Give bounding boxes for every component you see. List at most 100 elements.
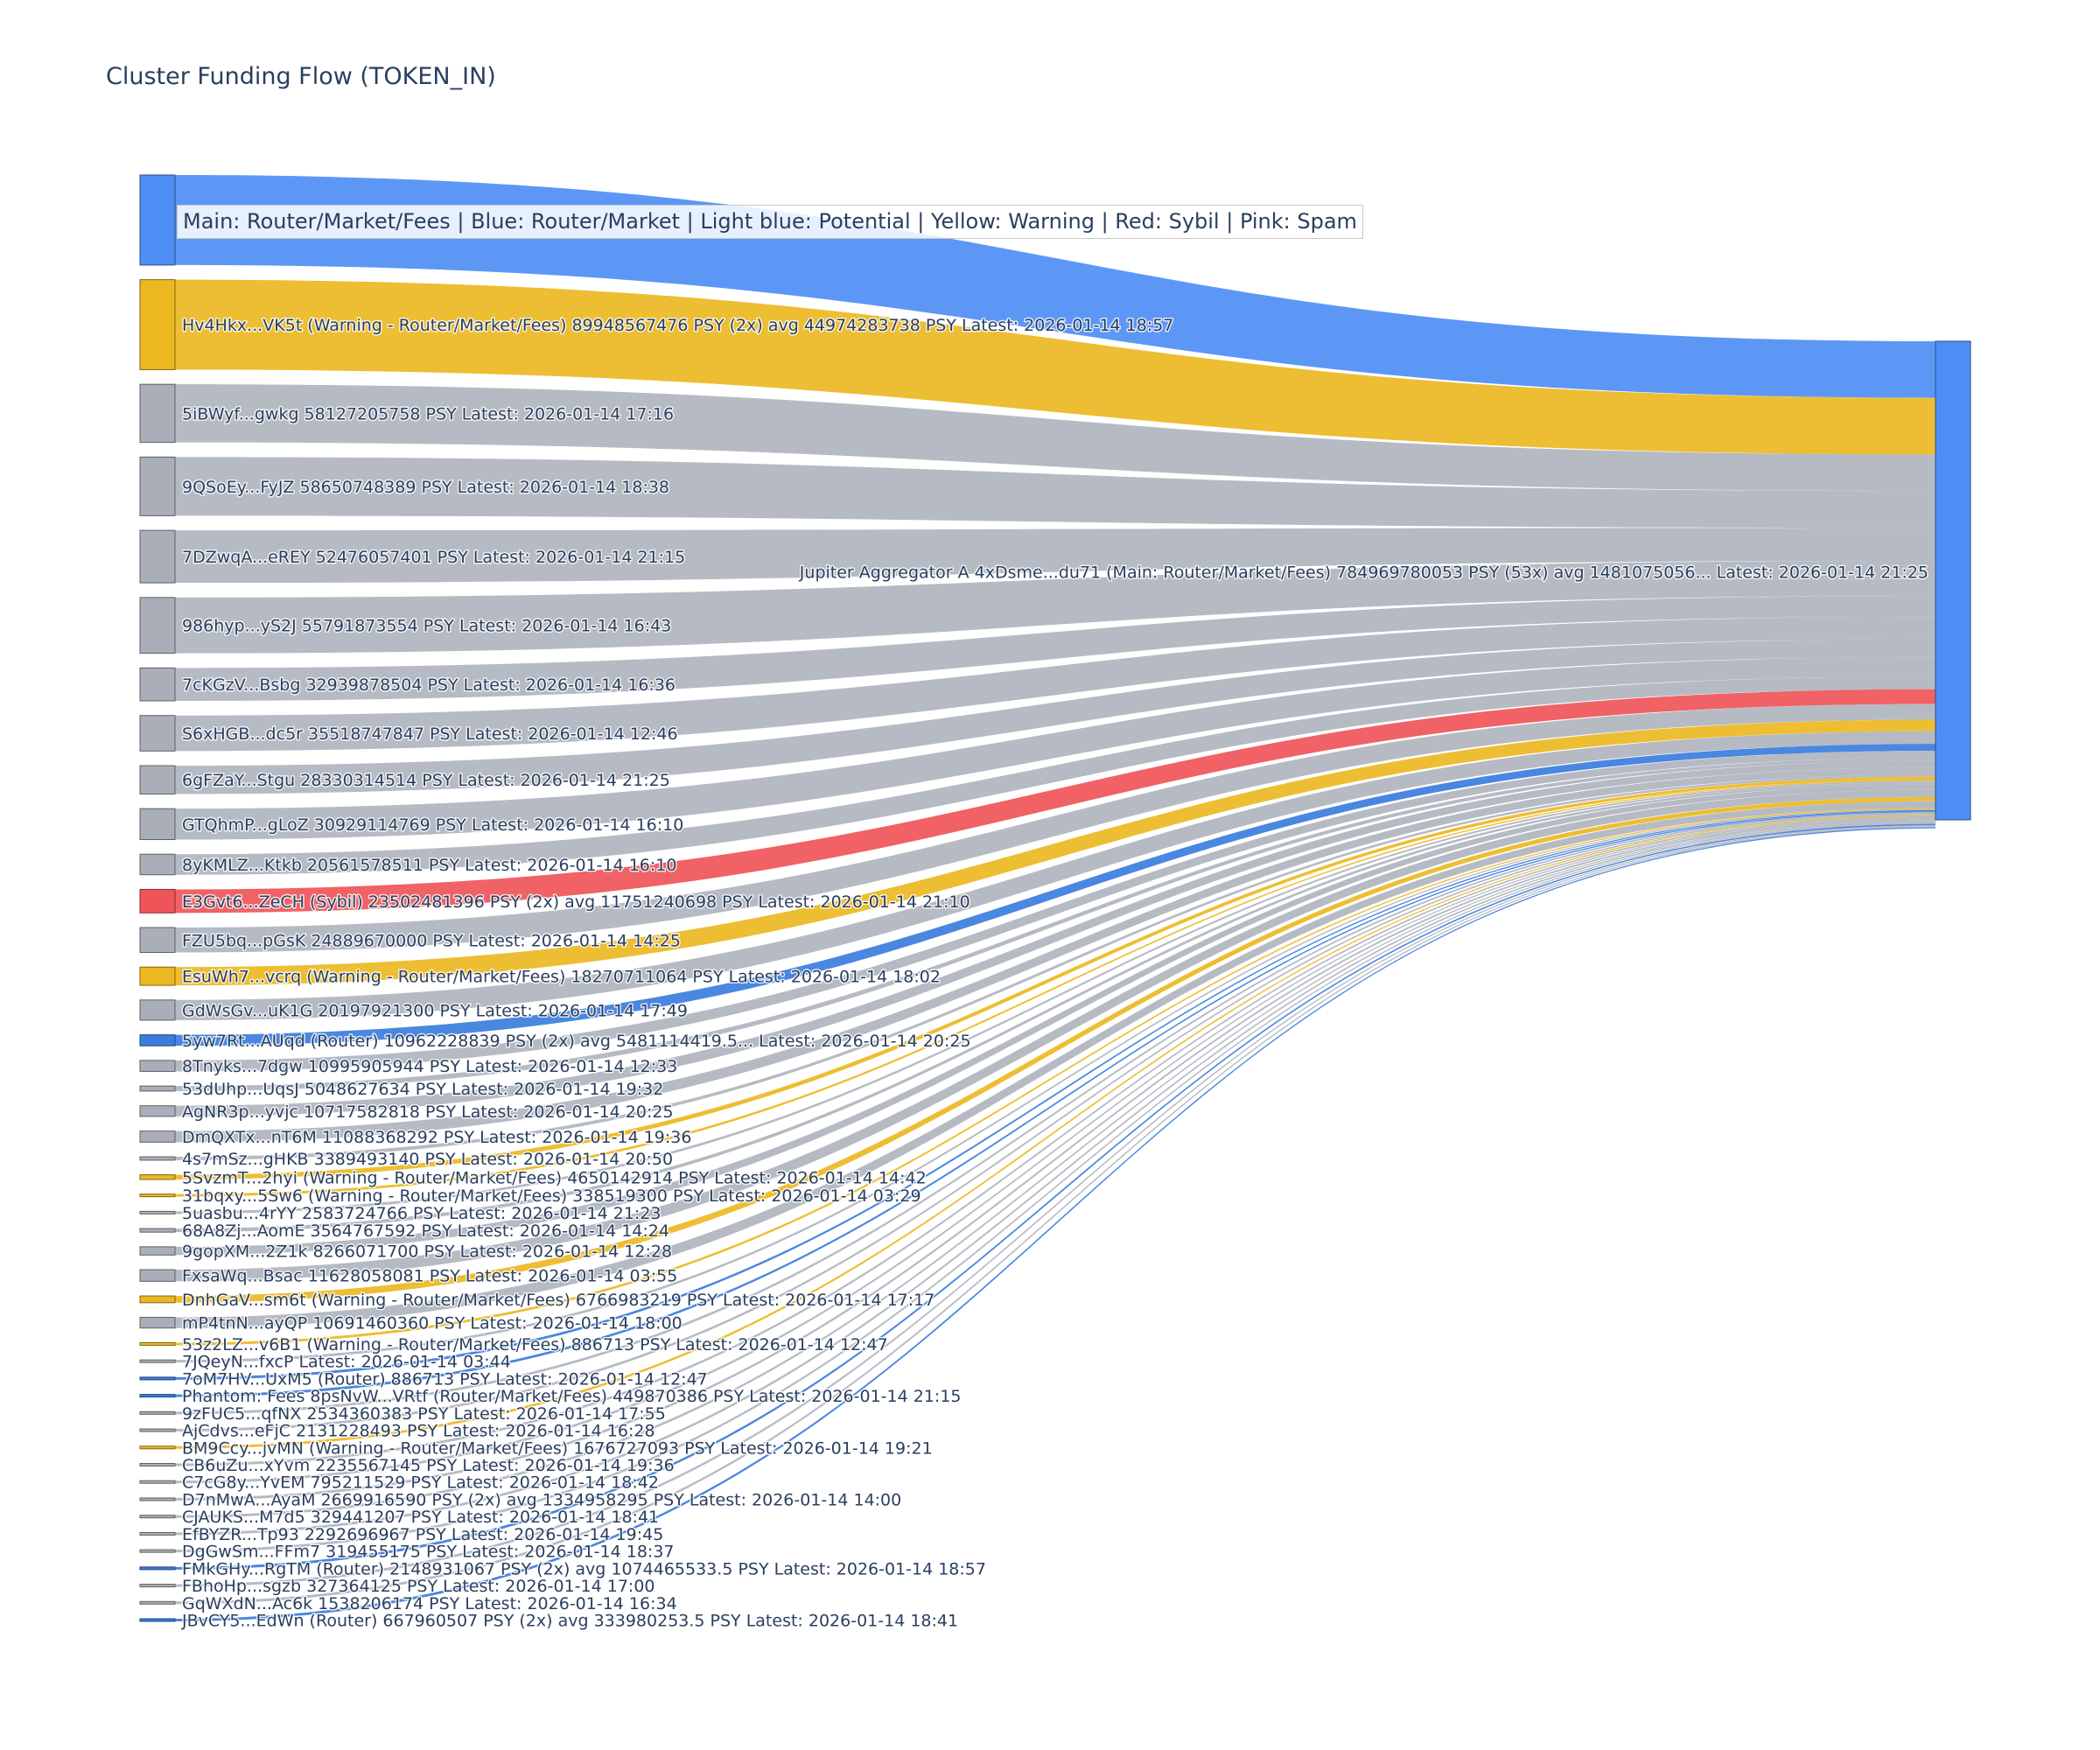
- sankey-target-label: Jupiter Aggregator A 4xDsme...du71 (Main…: [799, 564, 1928, 583]
- sankey-link: [175, 704, 1936, 953]
- sankey-link: [175, 808, 1936, 1363]
- sankey-source-node[interactable]: [139, 1600, 176, 1605]
- sankey-source-node[interactable]: [139, 456, 176, 516]
- sankey-source-node[interactable]: [139, 853, 176, 876]
- sankey-source-label: 5yw7Rt...AUqd (Router) 10962228839 PSY (…: [182, 1032, 971, 1051]
- sankey-link: [175, 827, 1936, 1621]
- sankey-source-node[interactable]: [139, 1410, 176, 1415]
- sankey-link: [175, 809, 1936, 1380]
- sankey-source-node[interactable]: [139, 1210, 176, 1214]
- sankey-source-node[interactable]: [139, 1085, 176, 1092]
- sankey-link: [175, 817, 1936, 1484]
- sankey-link: [175, 812, 1936, 1415]
- sankey-source-node[interactable]: [139, 1269, 176, 1282]
- sankey-link: [175, 457, 1936, 528]
- sankey-link: [175, 384, 1936, 492]
- sankey-source-label: 7JQeyN...fxcP Latest: 2026-01-14 03:44: [182, 1353, 511, 1372]
- sankey-source-node[interactable]: [139, 1228, 176, 1233]
- sankey-link: [175, 656, 1936, 840]
- sankey-source-node[interactable]: [139, 1446, 176, 1450]
- sankey-link: [175, 801, 1936, 1328]
- sankey-source-label: CB6uZu...xYvm 2235567145 PSY Latest: 202…: [182, 1456, 675, 1475]
- sankey-source-node[interactable]: [139, 383, 176, 444]
- sankey-source-node[interactable]: [139, 1034, 176, 1046]
- sankey-source-node[interactable]: [139, 1566, 176, 1571]
- sankey-source-node[interactable]: [139, 1174, 176, 1180]
- sankey-link: [175, 561, 1936, 654]
- sankey-source-node[interactable]: [139, 1480, 176, 1484]
- sankey-link: [175, 818, 1936, 1501]
- sankey-source-label: D7nMwA...AyaM 2669916590 PSY (2x) avg 13…: [182, 1490, 901, 1509]
- sankey-link: [175, 789, 1936, 1282]
- sankey-source-label: 9gopXM...2Z1k 8266071700 PSY Latest: 202…: [182, 1242, 672, 1262]
- sankey-source-node[interactable]: [139, 1341, 176, 1346]
- chart-title: Cluster Funding Flow (TOKEN_IN): [106, 63, 496, 90]
- sankey-source-node[interactable]: [139, 1462, 176, 1466]
- sankey-source-node[interactable]: [139, 715, 176, 752]
- sankey-source-node[interactable]: [139, 597, 176, 654]
- sankey-source-node[interactable]: [139, 279, 176, 370]
- sankey-link: [175, 774, 1936, 1160]
- sankey-source-label: CJAUKS...M7d5 329441207 PSY Latest: 2026…: [182, 1508, 659, 1527]
- sankey-source-node[interactable]: [139, 927, 176, 954]
- sankey-source-node[interactable]: [139, 1584, 176, 1588]
- sankey-source-node[interactable]: [139, 1531, 176, 1536]
- sankey-source-node[interactable]: [139, 1060, 176, 1072]
- sankey-link: [175, 796, 1936, 1303]
- sankey-source-node[interactable]: [139, 1497, 176, 1502]
- sankey-source-label: EfBYZR...Tp93 2292696967 PSY Latest: 202…: [182, 1525, 663, 1544]
- sankey-source-node[interactable]: [139, 966, 176, 986]
- sankey-source-node[interactable]: [139, 1515, 176, 1519]
- sankey-source-label: FZU5bq...pGsK 24889670000 PSY Latest: 20…: [182, 931, 681, 950]
- sankey-link: [175, 825, 1936, 1587]
- sankey-source-label: S6xHGB...dc5r 35518747847 PSY Latest: 20…: [182, 724, 678, 744]
- sankey-source-node[interactable]: [139, 1376, 176, 1381]
- sankey-source-label: EsuWh7...vcrq (Warning - Router/Market/F…: [182, 968, 941, 987]
- sankey-source-node[interactable]: [139, 1428, 176, 1432]
- sankey-source-node[interactable]: [139, 888, 176, 914]
- sankey-source-node[interactable]: [139, 1246, 176, 1256]
- sankey-source-label: 53dUhp...UqsJ 5048627634 PSY Latest: 202…: [182, 1080, 663, 1099]
- sankey-link: [175, 814, 1936, 1432]
- sankey-source-label: 53z2LZ...v6B1 (Warning - Router/Market/F…: [182, 1335, 888, 1354]
- sankey-link: [175, 616, 1936, 752]
- sankey-link: [175, 751, 1936, 1072]
- sankey-link: [175, 811, 1936, 1397]
- sankey-source-label: AjCdvs...eFjC 2131228493 PSY Latest: 202…: [182, 1422, 655, 1441]
- sankey-source-label: DgGwSm...FFm7 319455175 PSY Latest: 2026…: [182, 1543, 675, 1562]
- sankey-link: [175, 689, 1936, 914]
- sankey-source-label: JBvCY5...EdWn (Router) 667960507 PSY (2x…: [181, 1612, 958, 1631]
- sankey-source-node[interactable]: [139, 1394, 176, 1398]
- sankey-source-node[interactable]: [139, 1295, 176, 1304]
- sankey-source-node[interactable]: [139, 765, 176, 794]
- sankey-source-node[interactable]: [139, 1549, 176, 1553]
- sankey-source-label: mP4tnN...ayQP 10691460360 PSY Latest: 20…: [182, 1314, 682, 1334]
- sankey-source-node[interactable]: [139, 1317, 176, 1329]
- sankey-source-node[interactable]: [139, 667, 176, 702]
- sankey-source-node[interactable]: [139, 1194, 176, 1198]
- sankey-source-node[interactable]: [139, 1618, 176, 1622]
- sankey-source-node[interactable]: [139, 1359, 176, 1363]
- sankey-source-node[interactable]: [139, 1156, 176, 1161]
- sankey-source-label: 5iBWyf...gwkg 58127205758 PSY Latest: 20…: [182, 404, 674, 424]
- sankey-link: [175, 780, 1936, 1214]
- sankey-source-label: Phantom: Fees 8psNvW...VRtf (Router/Mark…: [182, 1387, 962, 1406]
- sankey-link: [175, 744, 1936, 1046]
- sankey-source-label: 5uasbu...4rYY 2583724766 PSY Latest: 202…: [182, 1204, 662, 1223]
- sankey-target-node[interactable]: [1935, 340, 1971, 821]
- sankey-link: [175, 816, 1936, 1466]
- sankey-source-label: 7cKGzV...Bsbg 32939878504 PSY Latest: 20…: [182, 676, 676, 695]
- sankey-source-label: AgNR3p...yvjc 10717582818 PSY Latest: 20…: [182, 1102, 674, 1122]
- sankey-source-node[interactable]: [139, 999, 176, 1021]
- sankey-source-label: E3Gvt6...ZeCH (Sybil) 23502481396 PSY (2…: [182, 892, 970, 912]
- sankey-source-node[interactable]: [139, 529, 176, 584]
- sankey-source-node[interactable]: [139, 1130, 176, 1143]
- sankey-source-node[interactable]: [139, 808, 176, 841]
- sankey-link: [175, 757, 1936, 1091]
- sankey-source-node[interactable]: [139, 1105, 176, 1117]
- sankey-link: [175, 676, 1936, 875]
- sankey-source-node[interactable]: [139, 174, 176, 266]
- sankey-source-label: BM9Ccy...jvMN (Warning - Router/Market/F…: [182, 1438, 933, 1458]
- sankey-source-label: 9zFUC5...qfNX 2534360383 PSY Latest: 202…: [182, 1404, 666, 1424]
